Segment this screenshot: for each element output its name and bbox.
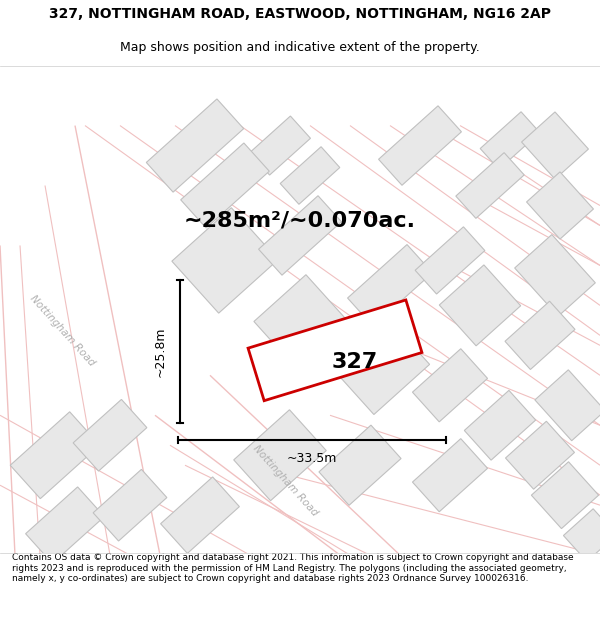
Polygon shape xyxy=(439,265,521,346)
Polygon shape xyxy=(506,421,574,489)
Text: ~285m²/~0.070ac.: ~285m²/~0.070ac. xyxy=(184,211,416,231)
Polygon shape xyxy=(331,316,430,414)
Polygon shape xyxy=(412,349,488,422)
Polygon shape xyxy=(527,172,593,239)
Text: Contains OS data © Crown copyright and database right 2021. This information is : Contains OS data © Crown copyright and d… xyxy=(12,553,574,583)
Polygon shape xyxy=(480,112,540,169)
Polygon shape xyxy=(347,244,433,326)
Text: Map shows position and indicative extent of the property.: Map shows position and indicative extent… xyxy=(120,41,480,54)
Polygon shape xyxy=(10,412,100,499)
Polygon shape xyxy=(515,234,595,316)
Polygon shape xyxy=(280,147,340,204)
Polygon shape xyxy=(456,152,524,218)
Polygon shape xyxy=(161,477,239,553)
Text: ~33.5m: ~33.5m xyxy=(287,452,337,465)
Polygon shape xyxy=(250,116,310,175)
Polygon shape xyxy=(379,106,461,185)
Polygon shape xyxy=(259,196,341,275)
Text: 327, NOTTINGHAM ROAD, EASTWOOD, NOTTINGHAM, NG16 2AP: 327, NOTTINGHAM ROAD, EASTWOOD, NOTTINGH… xyxy=(49,8,551,21)
Polygon shape xyxy=(563,509,600,561)
Polygon shape xyxy=(535,370,600,441)
Text: ~25.8m: ~25.8m xyxy=(154,327,167,377)
Polygon shape xyxy=(521,112,589,179)
Polygon shape xyxy=(415,227,485,294)
Text: Nottingham Road: Nottingham Road xyxy=(251,443,319,518)
Polygon shape xyxy=(26,487,104,563)
Polygon shape xyxy=(319,425,401,506)
Text: 327: 327 xyxy=(332,352,378,372)
Polygon shape xyxy=(532,462,599,529)
Polygon shape xyxy=(93,469,167,541)
Polygon shape xyxy=(146,99,244,192)
Polygon shape xyxy=(181,143,269,228)
Polygon shape xyxy=(412,439,488,512)
Polygon shape xyxy=(234,410,326,501)
Polygon shape xyxy=(464,391,536,460)
Polygon shape xyxy=(505,301,575,369)
Polygon shape xyxy=(248,300,422,401)
Polygon shape xyxy=(172,208,278,313)
Polygon shape xyxy=(73,399,147,471)
Text: Nottingham Road: Nottingham Road xyxy=(28,293,97,368)
Polygon shape xyxy=(254,275,346,366)
